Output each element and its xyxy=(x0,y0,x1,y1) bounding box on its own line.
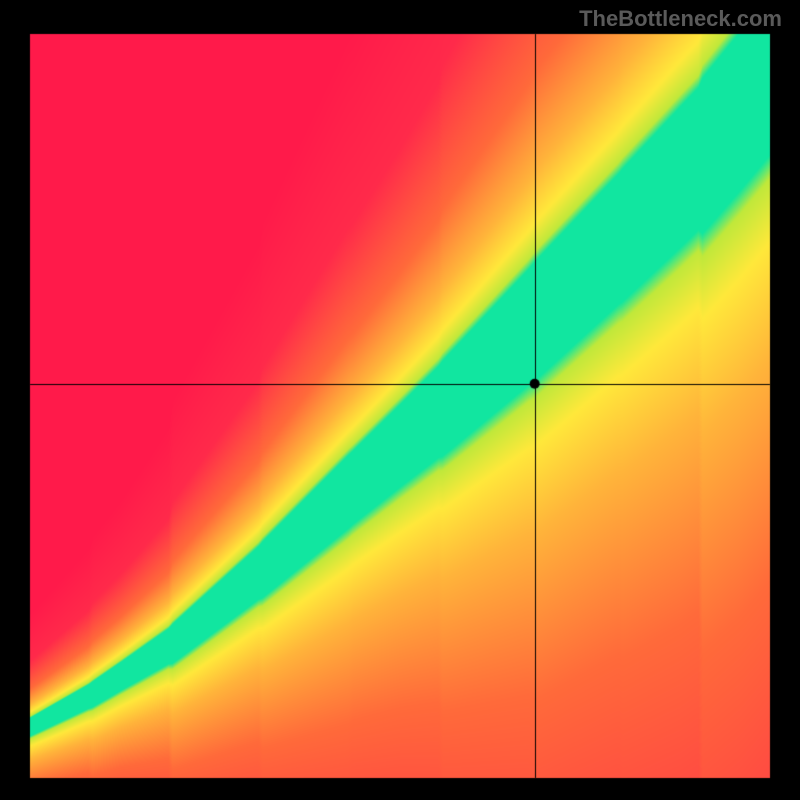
crosshair-overlay xyxy=(0,0,800,800)
watermark-text: TheBottleneck.com xyxy=(579,6,782,32)
chart-container: TheBottleneck.com xyxy=(0,0,800,800)
